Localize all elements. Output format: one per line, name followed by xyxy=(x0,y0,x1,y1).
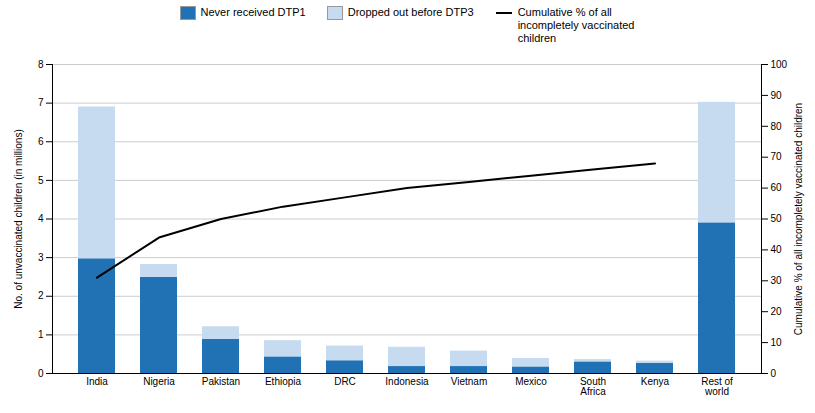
svg-text:70: 70 xyxy=(771,151,783,162)
svg-text:20: 20 xyxy=(771,306,783,317)
svg-text:DRC: DRC xyxy=(334,376,356,387)
svg-text:3: 3 xyxy=(38,252,44,263)
svg-text:Kenya: Kenya xyxy=(641,376,670,387)
svg-text:Pakistan: Pakistan xyxy=(202,376,240,387)
svg-text:40: 40 xyxy=(771,244,783,255)
svg-text:Nigeria: Nigeria xyxy=(143,376,175,387)
svg-text:India: India xyxy=(86,376,108,387)
svg-text:6: 6 xyxy=(38,136,44,147)
svg-text:Cumulative % of all incomplete: Cumulative % of all incompletely vaccina… xyxy=(793,103,804,335)
svg-text:0: 0 xyxy=(771,368,777,379)
svg-text:SouthAfrica: SouthAfrica xyxy=(580,376,606,397)
svg-text:Vietnam: Vietnam xyxy=(451,376,488,387)
svg-text:50: 50 xyxy=(771,213,783,224)
svg-text:100: 100 xyxy=(771,59,788,70)
svg-text:10: 10 xyxy=(771,337,783,348)
svg-text:1: 1 xyxy=(38,329,44,340)
svg-text:Rest ofworld: Rest ofworld xyxy=(701,376,733,397)
svg-text:5: 5 xyxy=(38,175,44,186)
svg-text:Ethiopia: Ethiopia xyxy=(265,376,302,387)
svg-text:0: 0 xyxy=(38,368,44,379)
svg-text:4: 4 xyxy=(38,213,44,224)
svg-text:Mexico: Mexico xyxy=(515,376,547,387)
svg-text:30: 30 xyxy=(771,275,783,286)
svg-text:60: 60 xyxy=(771,182,783,193)
html-text:Never received DTP1: Never received DTP1 xyxy=(200,6,306,18)
svg-text:7: 7 xyxy=(38,97,44,108)
svg-text:80: 80 xyxy=(771,121,783,132)
svg-text:Indonesia: Indonesia xyxy=(385,376,429,387)
svg-text:2: 2 xyxy=(38,290,44,301)
svg-text:90: 90 xyxy=(771,90,783,101)
svg-text:8: 8 xyxy=(38,59,44,70)
svg-text:No. of unvaccinated children (: No. of unvaccinated children (in million… xyxy=(13,129,24,309)
html-text:Dropped out before DTP3: Dropped out before DTP3 xyxy=(347,6,474,18)
html-text:Cumulative % of all incomplete: Cumulative % of all incompletely vaccina… xyxy=(517,6,635,45)
